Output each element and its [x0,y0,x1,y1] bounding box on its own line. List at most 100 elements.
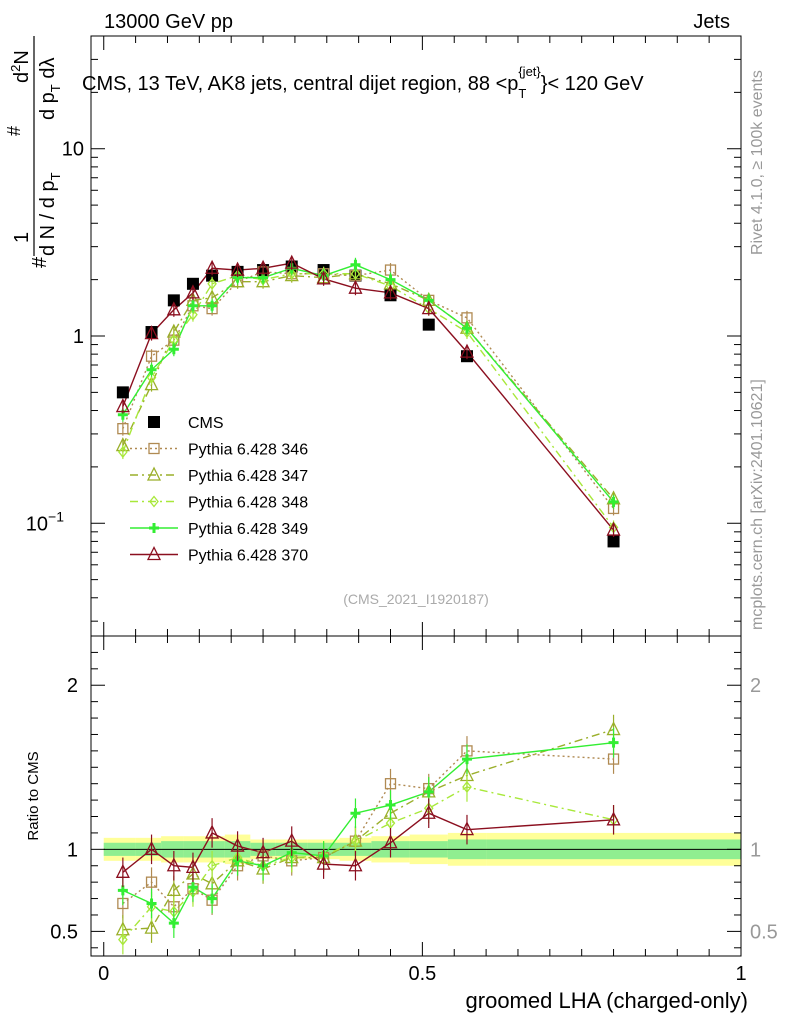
data-point-p347 [144,376,159,391]
data-point-p370 [144,325,159,340]
chart-title: CMS, 13 TeV, AK8 jets, central dijet reg… [82,64,644,101]
ratio-point-p347 [144,919,159,934]
series-line-p347 [122,273,615,500]
mcplots-site-label: mcplots.cern.ch [arXiv:2401.10621] [749,379,766,630]
ratio-point-p370 [144,840,159,855]
data-point-p349 [461,323,472,334]
ratio-point-p349 [350,808,361,819]
data-point-CMS [422,318,435,331]
data-point-p370 [383,284,398,299]
ratio-line-p347 [122,728,614,931]
data-point-p346 [117,423,129,435]
ratio-ytick-label-right: 1 [750,839,761,861]
data-point-CMS [116,386,129,399]
data-point-p370 [256,259,271,274]
legend-label-p348: Pythia 6.428 348 [188,495,308,512]
main-ytick-label: 10 [62,139,84,161]
ratio-point-p349 [423,786,434,797]
data-point-CMS [186,277,199,290]
data-point-p349 [608,496,619,507]
ratio-point-p370 [606,811,621,826]
ratio-ytick-label: 0.5 [50,921,78,943]
ratio-xtick-label: 0.5 [408,963,436,985]
ratio-ytick-label: 1 [67,839,78,861]
data-point-p349 [146,364,157,375]
ratio-point-p370 [316,855,331,870]
svg-text:d N / d pT: d N / d pT [37,172,63,256]
header-energy-label: 13000 GeV pp [104,11,233,33]
data-point-p348 [350,267,361,280]
data-point-p349 [168,344,179,355]
data-point-p348 [188,308,198,321]
ratio-point-p349 [608,737,619,748]
ratio-point-p370 [115,863,130,878]
ratio-point-p347 [166,881,181,897]
ratio-point-p348 [118,933,128,946]
data-point-CMS [607,535,620,548]
svg-text:1: 1 [11,232,33,243]
data-point-p370 [230,261,245,276]
main-ytick-label: 10−1 [26,508,64,535]
ratio-line-p349 [122,741,614,925]
series-line-p370 [122,262,615,531]
ratio-ytick-label: 2 [67,675,78,697]
main-ylabel: # 1 d N / d pT # d2N d pT dλ [4,36,63,268]
data-point-p349 [385,274,396,285]
data-point-p346 [145,350,158,362]
ratio-point-p370 [185,858,201,874]
ratio-point-p370 [205,824,220,839]
ratio-point-p370 [284,832,299,847]
ratio-point-p346 [384,778,397,790]
svg-text:d pT dλ: d pT dλ [37,58,63,120]
ratio-frame [90,635,742,957]
ratio-ytick-label-right: 0.5 [750,921,778,943]
data-point-p349 [350,259,361,270]
ratio-point-p349 [187,882,198,893]
ratio-point-p370 [166,857,181,872]
ratio-point-p370 [459,821,475,836]
legend-marker-CMS [148,416,160,428]
data-point-p348 [462,325,472,339]
data-point-p348 [146,371,157,384]
legend-marker-p347 [146,466,162,481]
data-point-p348 [118,446,128,459]
ratio-xtick-label: 1 [735,963,746,985]
data-point-p370 [205,259,220,274]
data-point-p370 [348,279,363,294]
svg-text:d2N: d2N [8,50,33,83]
legend-marker-p348 [149,495,159,508]
series-line-p348 [122,273,615,528]
main-frame [90,35,742,637]
ratio-point-p346 [145,876,158,888]
data-point-p348 [207,277,217,290]
header-jets-label: Jets [693,11,730,33]
data-point-p347 [230,273,245,288]
legend: CMS Pythia 6.428 346 Pythia 6.428 347 Pythi… [130,415,308,565]
legend-label-CMS: CMS [188,415,224,432]
ratio-point-p349 [207,893,218,904]
data-point-p370 [421,300,436,315]
ratio-ylabel: Ratio to CMS [25,751,42,840]
ratio-point-p349 [168,918,179,929]
ratio-point-p370 [421,804,436,819]
ratio-point-p348 [462,780,472,794]
ratio-point-p349 [385,800,396,811]
data-point-p370 [185,284,201,299]
series-line-p346 [122,269,615,509]
ratio-point-p348 [207,859,217,872]
legend-label-p347: Pythia 6.428 347 [188,468,308,485]
ratio-xtick-label: 0 [98,963,109,985]
ratio-point-p370 [348,857,363,872]
data-point-p370 [166,301,181,316]
legend-label-p346: Pythia 6.428 346 [188,442,308,459]
ratio-point-p349 [146,898,157,909]
legend-marker-p346 [148,442,160,455]
analysis-watermark: (CMS_2021_I1920187) [343,591,489,607]
ratio-point-p370 [256,844,271,859]
data-point-CMS [167,294,180,307]
main-ytick-label: 1 [73,326,84,348]
main-panel: 10 1 10−1 [26,35,742,637]
data-point-p349 [187,300,198,311]
ratio-ytick-label-right: 2 [750,675,761,697]
